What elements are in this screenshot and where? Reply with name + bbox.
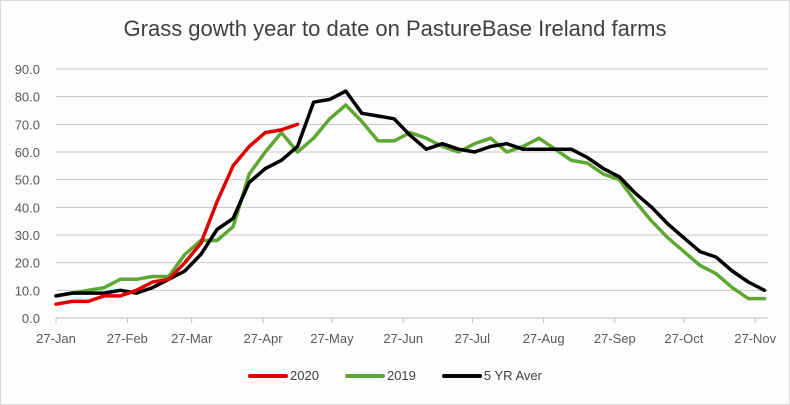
y-tick-label: 50.0	[15, 173, 40, 188]
series-lines	[54, 89, 767, 306]
x-tick-label: 27-Jun	[383, 331, 423, 346]
legend-item: 2020	[248, 368, 319, 383]
chart-title: Grass gowth year to date on PastureBase …	[123, 16, 667, 41]
y-tick-label: 10.0	[15, 283, 40, 298]
x-tick-label: 27-Jan	[36, 331, 76, 346]
y-tick-label: 70.0	[15, 117, 40, 132]
y-tick-label: 90.0	[15, 62, 40, 77]
series-line-2019	[54, 103, 767, 301]
y-tick-label: 30.0	[15, 228, 40, 243]
legend: 2020 2019 5 YR Aver	[0, 368, 790, 383]
y-tick-label: 0.0	[22, 311, 40, 326]
y-tick-label: 80.0	[15, 90, 40, 105]
legend-swatch	[344, 373, 385, 378]
legend-label: 2020	[290, 368, 319, 383]
x-tick-label: 27-Nov	[734, 331, 776, 346]
legend-swatch	[441, 373, 482, 378]
legend-label: 5 YR Aver	[483, 368, 542, 383]
legend-item: 2019	[344, 368, 416, 383]
x-tick-label: 27-Aug	[523, 331, 565, 346]
x-tick-label: 27-Apr	[244, 331, 284, 346]
legend-item: 5 YR Aver	[441, 368, 542, 383]
y-tick-label: 60.0	[15, 145, 40, 160]
x-tick-label: 27-Oct	[664, 331, 703, 346]
x-tick-label: 27-Jul	[455, 331, 491, 346]
legend-swatch	[248, 373, 289, 378]
x-tick-label: 27-Sep	[594, 331, 636, 346]
y-tick-label: 40.0	[15, 200, 40, 215]
x-tick-label: 27-May	[310, 331, 354, 346]
gridlines	[56, 68, 768, 291]
series-line-2020	[54, 122, 300, 306]
y-axis-ticks: 0.0 10.0 20.0 30.0 40.0 50.0 60.0 70.0 80.0 90.0	[15, 62, 40, 326]
y-tick-label: 20.0	[15, 256, 40, 271]
x-tick-label: 27-Feb	[107, 331, 148, 346]
x-axis: 27-Jan 27-Feb 27-Mar 27-Apr 27-May 27-Jun 27-J…	[36, 317, 777, 346]
series-line-5-yr-aver	[54, 89, 767, 298]
legend-label: 2019	[386, 368, 416, 383]
x-tick-label: 27-Mar	[171, 331, 213, 346]
